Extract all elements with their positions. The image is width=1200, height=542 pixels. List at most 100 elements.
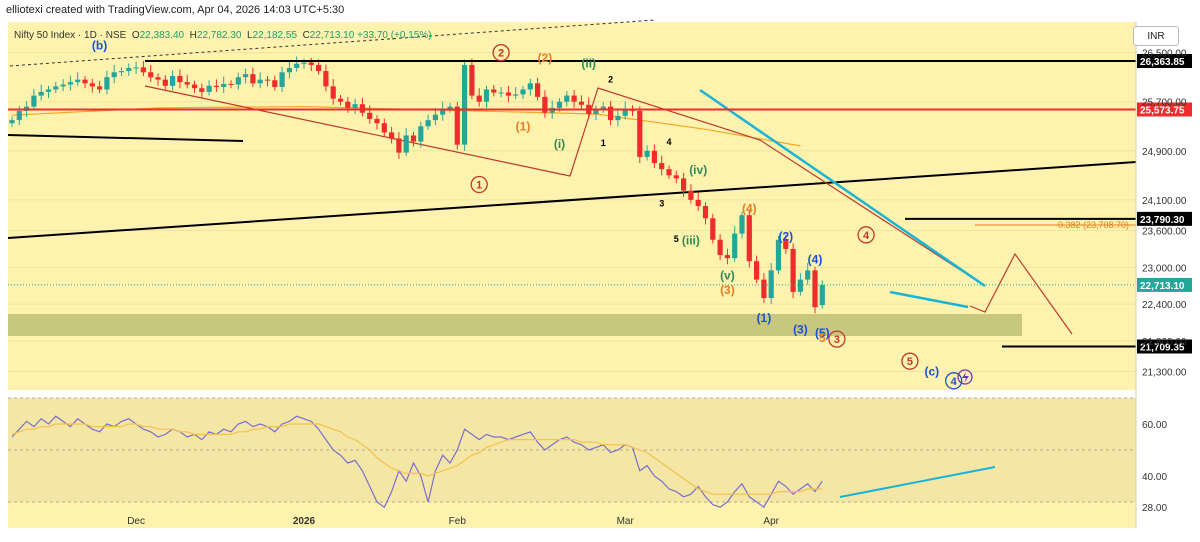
wave-label: (ii)	[581, 57, 596, 71]
candle-body	[162, 79, 168, 86]
candle-body	[717, 239, 723, 256]
low-value: 22,182.55	[252, 30, 298, 41]
candle-body	[571, 95, 577, 102]
candle-body	[425, 120, 431, 127]
lightning-bolt-icon	[962, 372, 969, 383]
wave-label: (3)	[793, 322, 808, 336]
candle-body	[243, 74, 249, 78]
level-badge	[1137, 211, 1192, 226]
wave-label: (c)	[924, 365, 939, 379]
y-tick-label: 21,800.00	[1142, 337, 1187, 348]
rsi-line	[11, 415, 823, 509]
rsi-tick-label: 40.00	[1142, 472, 1167, 483]
candle-body	[126, 68, 132, 72]
support-zone	[8, 314, 1022, 336]
y-tick-label: 26,500.00	[1142, 49, 1187, 60]
candle-body	[118, 71, 125, 73]
candle-body	[308, 62, 314, 65]
rsi-ma-line	[11, 423, 823, 495]
current-price-label: 22,713.10	[1140, 281, 1185, 292]
candle-body	[556, 101, 563, 108]
candle-body	[53, 86, 59, 90]
candle-body	[279, 72, 285, 88]
level-badge	[1137, 339, 1192, 354]
candle-body	[797, 279, 803, 292]
wave-label: (iv)	[689, 163, 707, 177]
candle-body	[491, 89, 497, 93]
candle-body	[739, 215, 745, 234]
candle-body	[221, 83, 227, 88]
x-tick-label: Dec	[127, 516, 145, 527]
candle-body	[133, 67, 139, 69]
candle-body	[819, 284, 825, 306]
candle-body	[330, 86, 336, 99]
candle-body	[97, 86, 103, 90]
y-tick-label: 25,700.00	[1142, 98, 1187, 109]
candle-body	[666, 169, 672, 176]
candle-body	[82, 79, 88, 84]
candle-body	[681, 178, 687, 191]
candle-body	[191, 84, 198, 89]
wave-label: 5	[907, 356, 913, 368]
candle-body	[600, 106, 606, 110]
candle-body	[60, 84, 66, 87]
candle-body	[184, 82, 190, 85]
wave-label: (4)	[742, 201, 757, 215]
candle-body	[440, 109, 446, 115]
candle-body	[45, 89, 52, 92]
candle-body	[31, 95, 37, 107]
wave-label: 4	[666, 137, 671, 147]
candle-body	[732, 233, 738, 259]
wave-path-line	[144, 85, 986, 287]
candle-body	[148, 72, 154, 78]
candle-body	[695, 199, 701, 206]
candle-body	[301, 62, 307, 64]
candle-body	[454, 106, 460, 145]
fib-label: 0.382 (23,708.70)	[1058, 220, 1129, 230]
ohlc-legend: Nifty 50 Index · 1D · NSE O22,383.40 H22…	[14, 30, 432, 41]
candle-body	[702, 206, 709, 219]
candle-body	[564, 95, 570, 102]
wave-label: (3)	[720, 283, 735, 297]
candle-body	[235, 77, 241, 85]
wave-label: (5)	[815, 326, 830, 340]
wave-circle	[901, 352, 919, 370]
candle-body	[462, 64, 468, 145]
candle-body	[746, 215, 752, 262]
rsi-tick-label: 28.00	[1142, 503, 1167, 514]
wave-circle	[945, 372, 963, 390]
wedge-upper-line	[699, 88, 986, 288]
candle-body	[651, 150, 657, 164]
candle-body	[432, 114, 438, 121]
level-label: 21,709.35	[1140, 342, 1185, 353]
candle-body	[593, 109, 599, 114]
wave-label: (v)	[720, 268, 735, 282]
candle-body	[644, 150, 650, 157]
wedge-lower-line	[889, 290, 969, 309]
candle-body	[520, 89, 526, 95]
candle-body	[637, 110, 643, 157]
x-tick-label: Mar	[617, 516, 635, 527]
candle-body	[75, 79, 81, 83]
wave-label: 4	[863, 230, 870, 242]
wave-label: (4)	[808, 252, 823, 266]
candle-body	[761, 279, 767, 298]
candle-body	[513, 94, 519, 96]
candle-body	[812, 270, 818, 308]
candle-body	[264, 79, 271, 81]
candle-body	[498, 92, 504, 94]
candle-body	[228, 83, 234, 85]
y-tick-label: 24,100.00	[1142, 196, 1187, 207]
candle-body	[673, 175, 679, 179]
candle-body	[381, 123, 387, 133]
high-value: 22,782.30	[196, 30, 242, 41]
currency-button[interactable]: INR	[1133, 26, 1179, 46]
candle-body	[389, 132, 395, 139]
candle-body	[783, 239, 789, 249]
tradingview-credit: elliotexi created with TradingView.com, …	[6, 4, 345, 16]
candle-body	[67, 82, 73, 85]
wave-label: (i)	[554, 137, 565, 151]
wave-label: (1)	[757, 311, 772, 325]
candle-body	[257, 79, 263, 84]
candle-body	[396, 138, 402, 153]
